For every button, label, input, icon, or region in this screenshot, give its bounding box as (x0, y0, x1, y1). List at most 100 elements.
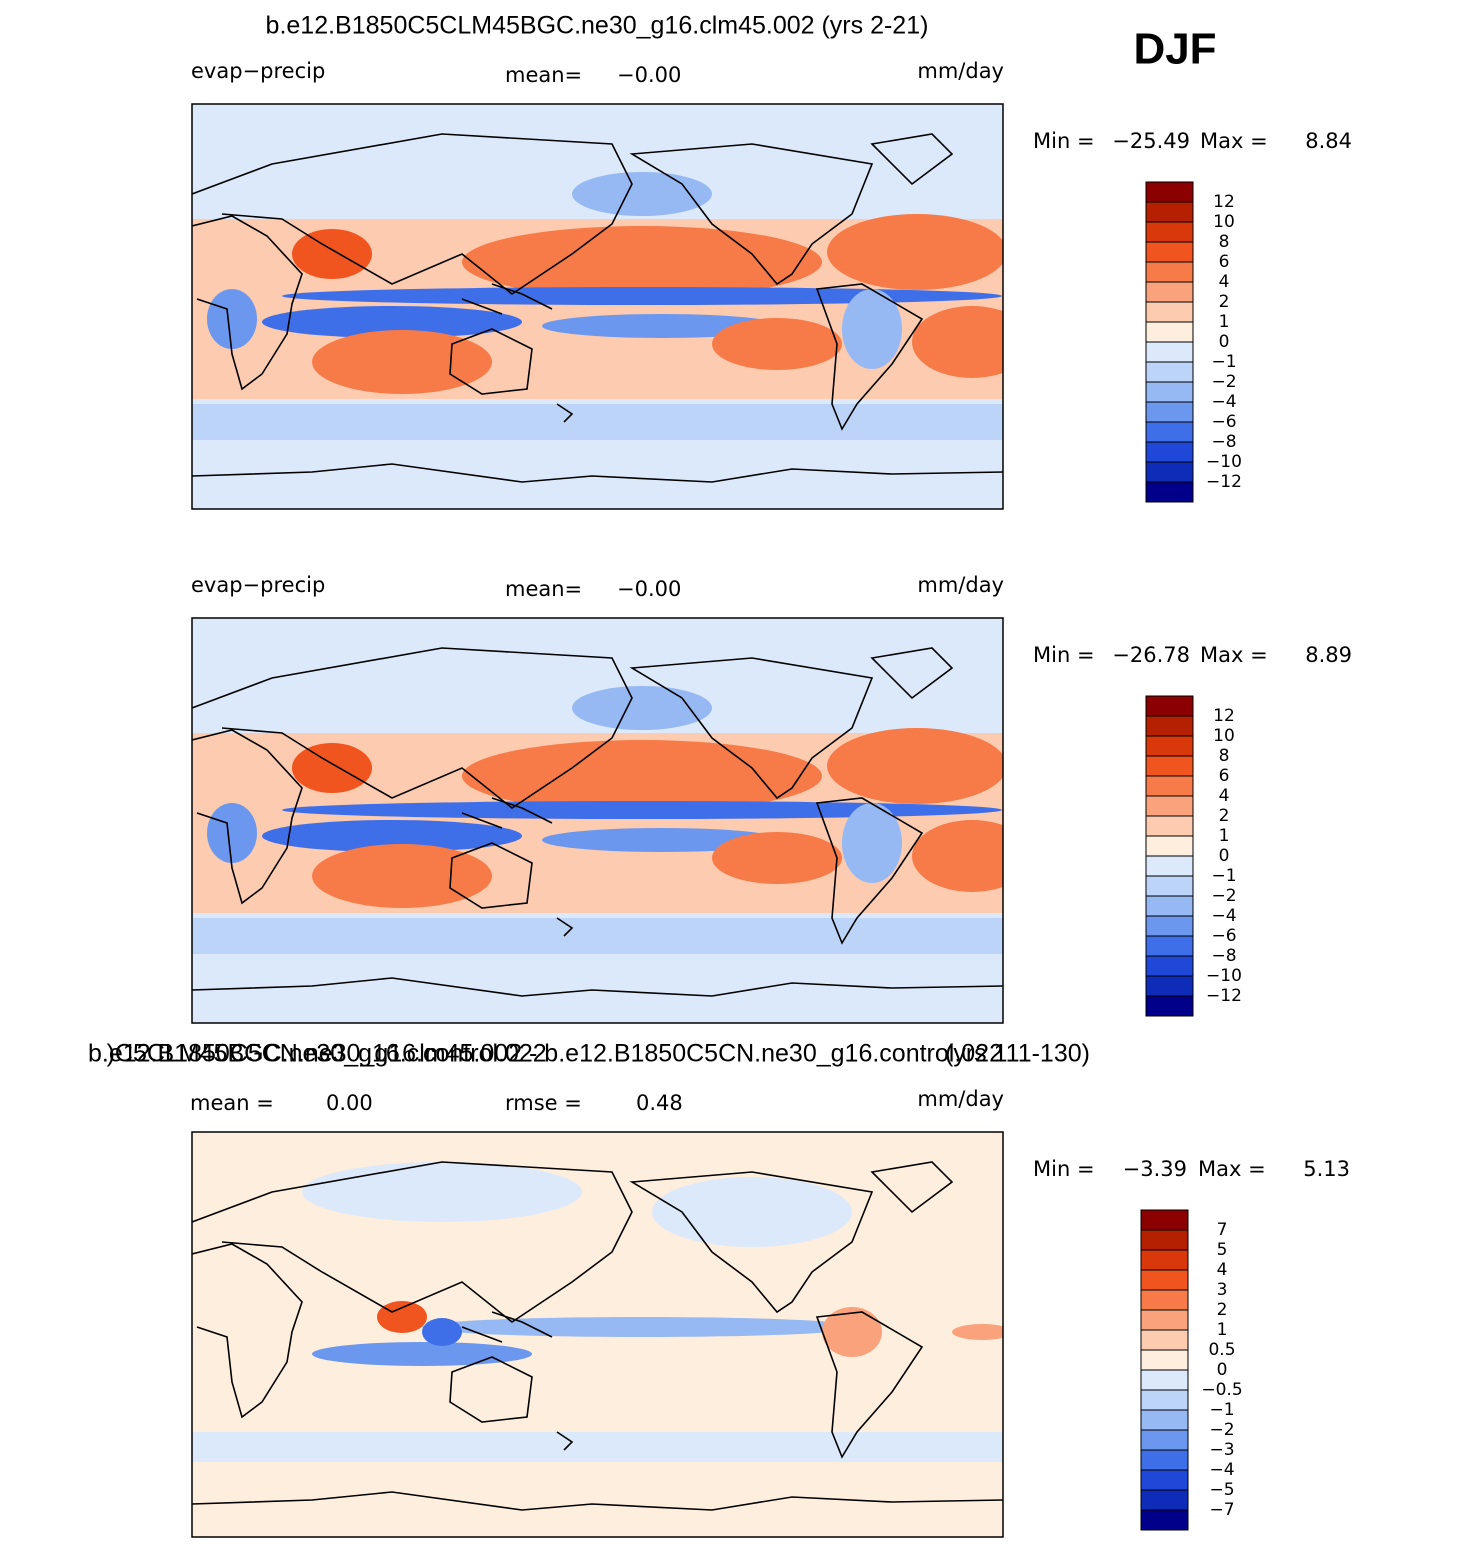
max-label: Max = (1200, 643, 1268, 667)
colorbar-box (1145, 421, 1194, 443)
colorbar-label: 12 (1213, 192, 1235, 212)
colorbar-box (1145, 775, 1194, 797)
colorbar-box (1145, 281, 1194, 303)
colorbar-box (1145, 461, 1194, 483)
colorbar-label: −1 (1211, 352, 1236, 372)
colorbar-box (1140, 1449, 1189, 1471)
colorbar-box (1145, 955, 1194, 977)
colorbar-box (1145, 995, 1194, 1017)
title-right: (yrs 111-130) (945, 1040, 1090, 1068)
colorbar-box (1145, 361, 1194, 383)
colorbar-box (1145, 835, 1194, 857)
colorbar-box (1140, 1349, 1189, 1371)
colorbar-box (1145, 381, 1194, 403)
colorbar-label: −7 (1209, 1500, 1234, 1520)
colorbar-box (1145, 935, 1194, 957)
colorbar-box (1145, 201, 1194, 223)
colorbar-box (1145, 401, 1194, 423)
units: mm/day (917, 59, 1004, 83)
colorbar-box (1145, 695, 1194, 717)
max-label: Max = (1198, 1157, 1266, 1181)
colorbar-box (1145, 915, 1194, 937)
colorbar-box (1140, 1429, 1189, 1451)
colorbar-label: −12 (1206, 472, 1242, 492)
colorbar-box (1140, 1229, 1189, 1251)
colorbar-label: 10 (1213, 212, 1235, 232)
colorbar-box (1140, 1289, 1189, 1311)
colorbar-label: 2 (1219, 806, 1230, 826)
colorbar-box (1140, 1329, 1189, 1351)
colorbar-label: 2 (1217, 1300, 1228, 1320)
colorbar-label: 0 (1219, 846, 1230, 866)
colorbar-label: 1 (1217, 1320, 1228, 1340)
colorbar-label: −1 (1211, 866, 1236, 886)
colorbar-label: 1 (1219, 826, 1230, 846)
mean-label: mean= (505, 63, 582, 87)
min-label: Min = (1033, 1157, 1095, 1181)
colorbar-label: −12 (1206, 986, 1242, 1006)
units: mm/day (917, 1087, 1004, 1111)
title-left: b.e12.B1850C5CN.ne30_g16.control.022 (88, 1040, 547, 1068)
mean-label: mean = (190, 1091, 274, 1115)
max-value: 8.89 (1305, 643, 1352, 667)
variable: evap−precip (191, 573, 325, 597)
colorbar-box (1140, 1369, 1189, 1391)
colorbar-label: −10 (1206, 966, 1242, 986)
map-field (192, 618, 1003, 1023)
colorbar-label: 1 (1219, 312, 1230, 332)
colorbar-label: 5 (1217, 1240, 1228, 1260)
mean-value: −0.00 (617, 577, 681, 601)
colorbar-box (1145, 321, 1194, 343)
colorbar-label: 12 (1213, 706, 1235, 726)
title: )C5CLM45BGC.ne30_g16.clm45.002 - b.e12.B… (107, 1040, 1003, 1068)
colorbar-label: −1 (1209, 1400, 1234, 1420)
colorbar-label: 10 (1213, 726, 1235, 746)
map-field (192, 104, 1003, 509)
min-label: Min = (1033, 129, 1095, 153)
mean-label: mean= (505, 577, 582, 601)
min-value: −25.49 (1112, 129, 1190, 153)
colorbar-label: 4 (1217, 1260, 1228, 1280)
colorbar-label: −4 (1211, 906, 1236, 926)
colorbar-label: 2 (1219, 292, 1230, 312)
colorbar-label: 7 (1217, 1220, 1228, 1240)
colorbar-box (1140, 1469, 1189, 1491)
max-label: Max = (1200, 129, 1268, 153)
max-value: 8.84 (1305, 129, 1352, 153)
colorbar-box (1140, 1249, 1189, 1271)
map-frame (191, 617, 1004, 1024)
map-frame (191, 1131, 1004, 1538)
variable: evap−precip (191, 59, 325, 83)
colorbar-label: 4 (1219, 272, 1230, 292)
colorbar-label: −2 (1211, 886, 1236, 906)
colorbar-box (1145, 441, 1194, 463)
colorbar-label: −3 (1209, 1440, 1234, 1460)
season-label: DJF (1133, 25, 1216, 74)
colorbar-box (1140, 1489, 1189, 1511)
colorbar-label: 0 (1219, 332, 1230, 352)
rmse-value: 0.48 (636, 1091, 683, 1115)
colorbar-label: 4 (1219, 786, 1230, 806)
colorbar-box (1140, 1209, 1189, 1231)
colorbar-label: −8 (1211, 432, 1236, 452)
colorbar-box (1145, 855, 1194, 877)
min-value: −26.78 (1112, 643, 1190, 667)
colorbar-box (1145, 221, 1194, 243)
colorbar-box (1145, 735, 1194, 757)
colorbar-box (1145, 875, 1194, 897)
colorbar-label: 0 (1217, 1360, 1228, 1380)
colorbar-box (1140, 1409, 1189, 1431)
colorbar-label: 8 (1219, 232, 1230, 252)
colorbar-label: −2 (1211, 372, 1236, 392)
colorbar-label: −0.5 (1201, 1380, 1242, 1400)
colorbar-box (1140, 1389, 1189, 1411)
mean-value: 0.00 (326, 1091, 373, 1115)
colorbar-label: 6 (1219, 252, 1230, 272)
colorbar-label: −6 (1211, 926, 1236, 946)
colorbar-label: 0.5 (1208, 1340, 1235, 1360)
mean-value: −0.00 (617, 63, 681, 87)
colorbar-box (1145, 975, 1194, 997)
colorbar-label: −4 (1211, 392, 1236, 412)
min-value: −3.39 (1123, 1157, 1187, 1181)
